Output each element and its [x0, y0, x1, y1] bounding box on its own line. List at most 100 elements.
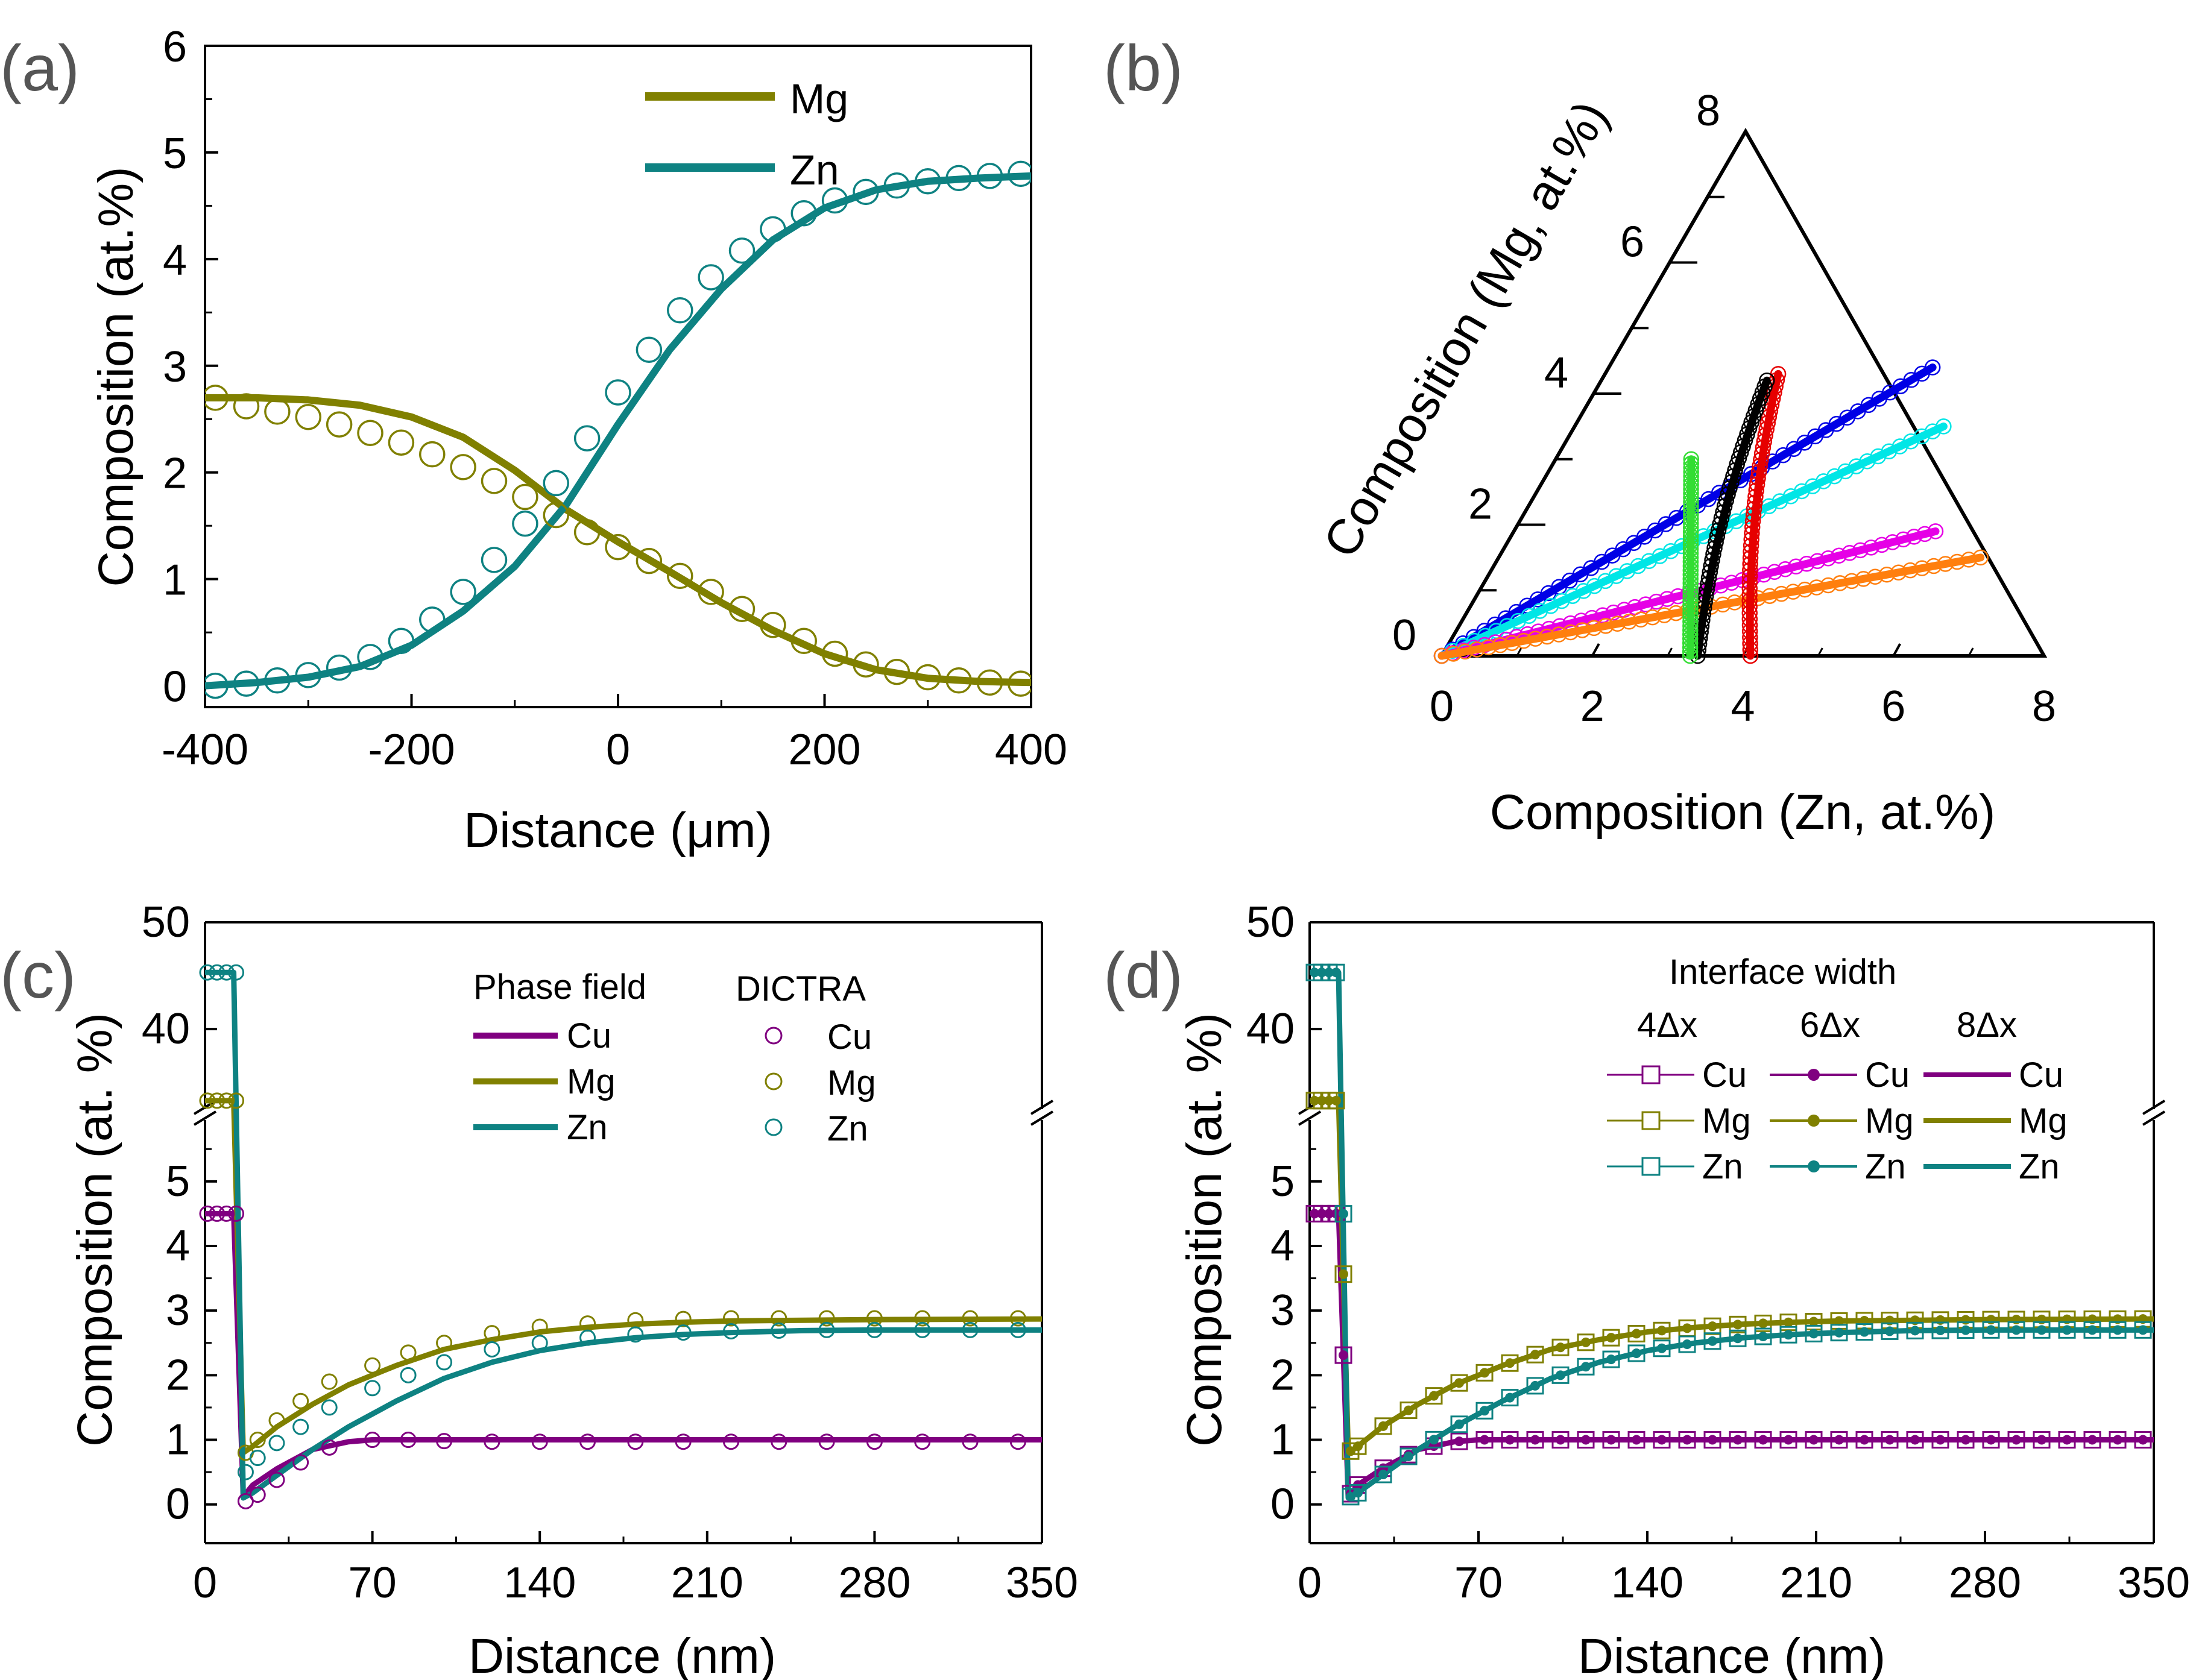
data-point-6dx-zn	[2113, 1325, 2122, 1335]
data-point-4dx-zn	[2109, 1321, 2127, 1339]
c-break-mark	[193, 1110, 217, 1126]
data-point-6dx-mg	[1581, 1337, 1591, 1347]
data-point-4dx-mg	[1425, 1387, 1443, 1405]
data-point-zn	[675, 1324, 692, 1341]
data-point-zn	[962, 1321, 979, 1338]
ternary-ticks: 0 2 4 6 8 0 2 4 6 8	[1392, 87, 2056, 731]
data-point-6dx-mg	[1530, 1350, 1540, 1360]
data-point-6dx-mg	[1378, 1421, 1388, 1431]
data-point-6dx-zn	[1378, 1470, 1388, 1480]
data-point-zn	[853, 178, 879, 206]
data-point-4dx-zn	[1425, 1430, 1443, 1449]
plot-frame-d	[1298, 921, 2166, 1544]
y-tick-label-c: 0	[166, 1480, 190, 1529]
data-point-mg	[914, 1310, 931, 1327]
axis-ticks-d: 0 70 140 210 280 350 0 1 2 3 4 5 40 50	[1246, 898, 2190, 1607]
data-point-4dx-cu	[1855, 1431, 1873, 1449]
data-point-cu	[962, 1433, 979, 1450]
data-point-6dx-zn	[1556, 1370, 1565, 1380]
data-point-4dx-zn	[1703, 1332, 1721, 1350]
data-point-4dx-cu	[1830, 1431, 1848, 1449]
data-point-6dx-mg	[1733, 1320, 1743, 1330]
left-tick-label-b: 0	[1392, 611, 1416, 659]
data-point-mg	[388, 429, 415, 456]
data-point-6dx-zn	[2037, 1325, 2046, 1335]
data-point-4dx-zn	[1678, 1335, 1696, 1353]
y-tick-label-a: 4	[163, 236, 187, 285]
legend-d-label-6dx-mg: Mg	[1865, 1101, 1914, 1140]
data-point-4dx-cu	[1602, 1431, 1620, 1449]
data-point-mg	[760, 612, 786, 638]
data-point-mg	[264, 398, 291, 425]
data-point-4dx-zn	[2007, 1321, 2025, 1339]
data-point-zn	[543, 470, 569, 497]
data-point-4dx-cu	[2058, 1431, 2076, 1449]
data-point-4dx-zn	[2058, 1321, 2076, 1339]
x-tick-label-d: 280	[1949, 1559, 2021, 1607]
bottom-tick-label-b: 2	[1580, 682, 1605, 731]
data-point-4dx-cu	[1577, 1431, 1595, 1449]
data-point-4dx-cu	[1627, 1431, 1646, 1449]
legend-a-zn-label: Zn	[790, 146, 839, 193]
data-point-zn	[667, 297, 693, 324]
y-tick-label-d: 3	[1270, 1286, 1295, 1335]
data-point-4dx-zn	[1982, 1321, 2000, 1339]
data-point-mg	[818, 1310, 835, 1327]
data-point-zn	[295, 662, 321, 688]
data-point-4dx-zn	[2134, 1321, 2152, 1339]
data-point-4dx-mg	[1577, 1333, 1595, 1351]
x-tick-label-a: -200	[368, 726, 455, 774]
data-point-6dx-zn	[1834, 1327, 1844, 1338]
y-tick-label-d: 0	[1270, 1480, 1295, 1529]
data-point-4dx-mg	[1526, 1345, 1544, 1364]
y-tick-label-d: 5	[1270, 1157, 1295, 1206]
data-point-4dx-zn	[1805, 1324, 1823, 1342]
data-point-6dx-zn	[1353, 1488, 1363, 1498]
data-point-mg	[698, 579, 724, 605]
data-point-6dx-cu	[1834, 1435, 1844, 1445]
y-tick-label-d: 50	[1246, 898, 1295, 946]
data-point-mg	[1008, 670, 1031, 697]
legend-a-mg-label: Mg	[790, 75, 848, 122]
data-point-4dx-cu	[2109, 1431, 2127, 1449]
x-tick-label-d: 70	[1454, 1559, 1503, 1607]
data-point-6dx-zn	[2138, 1325, 2148, 1335]
data-point-4dx-cu	[1906, 1431, 1924, 1449]
y-axis-title-a: Composition (at.%)	[89, 166, 144, 587]
data-point-mg	[295, 403, 321, 430]
data-point-mg	[667, 562, 693, 590]
legend-c-marker-mg	[765, 1072, 783, 1090]
data-point-mg	[209, 1092, 226, 1109]
y-axis-title-d: Composition (at. %)	[1177, 1013, 1232, 1447]
y-tick-label-a: 0	[163, 663, 187, 711]
data-point-4dx-zn	[1526, 1377, 1544, 1395]
x-tick-label-c: 350	[1006, 1559, 1078, 1607]
data-point-4dx-zn	[1906, 1321, 1924, 1339]
series-line-mg	[205, 394, 1031, 687]
bottom-minor-tick-b	[1817, 647, 1823, 656]
panel-d-label: (d)	[1103, 939, 1183, 1011]
data-point-mg	[419, 441, 446, 468]
left-tick-label-b: 6	[1620, 218, 1644, 266]
data-point-mg	[512, 483, 538, 511]
legend-d-label-8dx-mg: Mg	[2019, 1101, 2068, 1140]
data-point-6dx-zn	[1961, 1325, 1971, 1335]
x-axis-title-d: Distance (nm)	[1578, 1629, 1885, 1680]
legend-c-label-cu: Cu	[567, 1016, 611, 1056]
y-axis-title-c: Composition (at. %)	[68, 1013, 122, 1447]
data-point-6dx-mg	[1758, 1318, 1768, 1329]
y-tick-label-a: 6	[163, 23, 187, 71]
data-point-mg	[605, 533, 631, 561]
legend-c-marker-zn	[765, 1118, 783, 1136]
x-tick-label-c: 280	[838, 1559, 910, 1607]
data-point-6dx-cu	[1657, 1435, 1667, 1445]
legend-d: Interface width 4Δx 6Δx 8Δx Cu Cu Cu Mg Mg Mg…	[1607, 952, 2068, 1186]
data-point-4dx-cu	[1779, 1431, 1797, 1449]
data-point-cu	[866, 1433, 883, 1450]
data-point-6dx-cu	[1339, 1350, 1348, 1361]
y-tick-label-a: 3	[163, 343, 187, 391]
data-point-6dx-mg	[1505, 1358, 1515, 1368]
data-point-cu	[1009, 1433, 1026, 1450]
data-point-mg	[218, 1092, 235, 1109]
data-point-zn	[636, 336, 663, 363]
